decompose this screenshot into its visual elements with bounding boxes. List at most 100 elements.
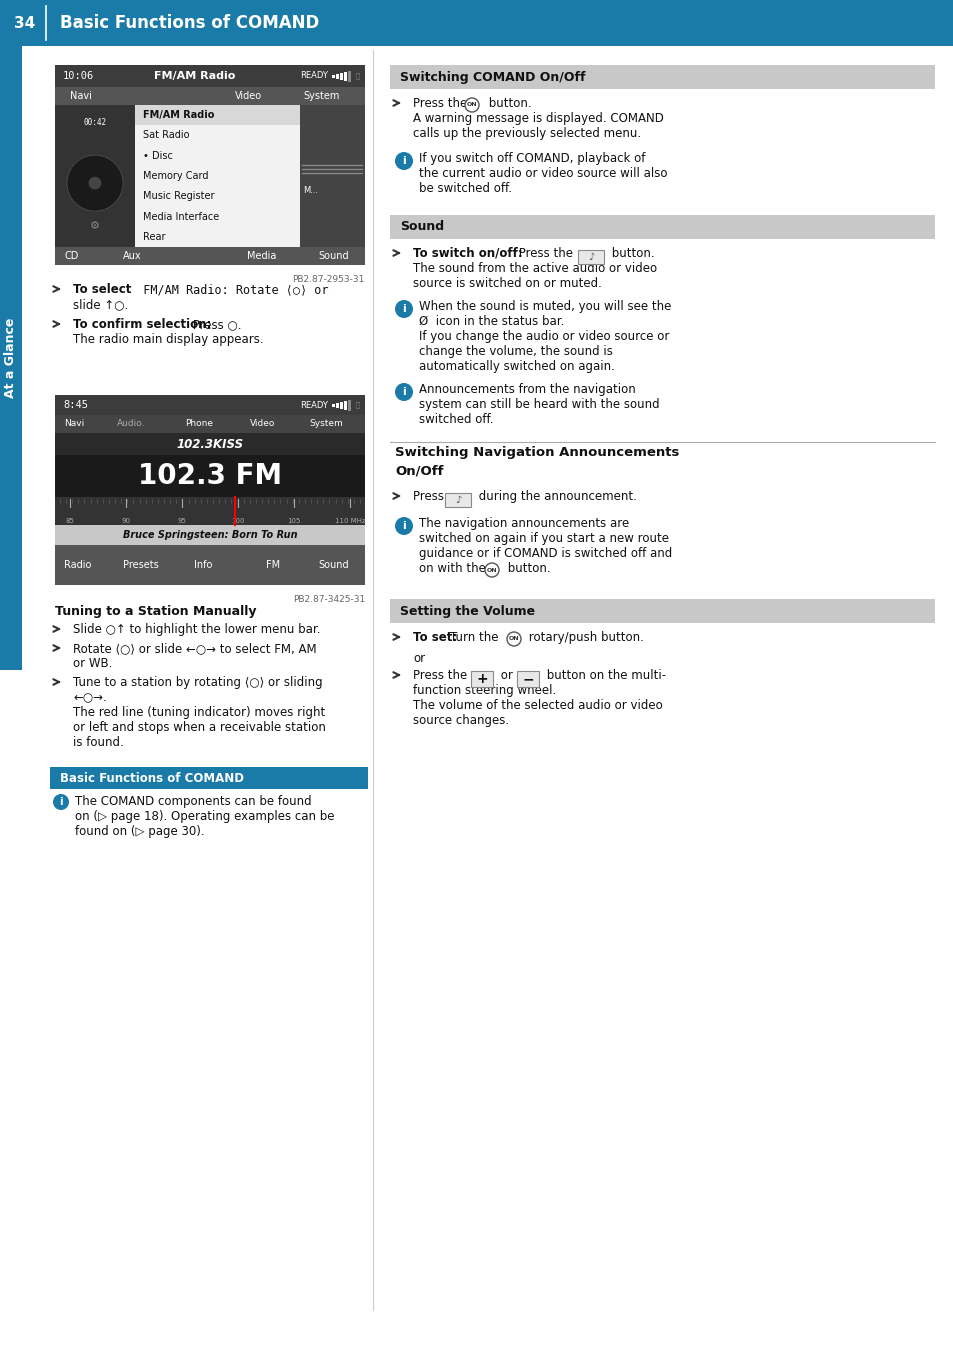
Circle shape [395,517,413,535]
Text: READY: READY [299,72,328,80]
Text: Sat Radio: Sat Radio [143,130,190,141]
Text: is found.: is found. [73,737,124,749]
Text: READY: READY [299,401,328,409]
Text: 8:45: 8:45 [63,399,88,410]
Bar [135,106,365,126]
Bar [339,73,343,80]
Text: The radio main display appears.: The radio main display appears. [73,333,263,347]
Text: Press the: Press the [515,246,577,260]
Text: Slide ○↑ to highlight the lower menu bar.: Slide ○↑ to highlight the lower menu bar… [73,623,320,636]
Bar [344,401,347,409]
Text: the current audio or video source will also: the current audio or video source will a… [418,167,667,180]
Text: 100: 100 [231,519,245,524]
Text: Ø  icon in the status bar.: Ø icon in the status bar. [418,315,564,328]
Text: slide ↑○.: slide ↑○. [73,298,128,311]
Text: 90: 90 [121,519,131,524]
Text: Media Interface: Media Interface [143,211,219,222]
Bar [55,455,365,497]
Text: ON: ON [486,567,497,573]
Text: Tune to a station by rotating ⟨○⟩ or sliding: Tune to a station by rotating ⟨○⟩ or sli… [73,676,322,689]
Bar [55,525,365,546]
Text: on (▷ page 18). Operating examples can be: on (▷ page 18). Operating examples can b… [75,810,335,823]
Circle shape [506,632,520,646]
Text: PB2.87-3425-31: PB2.87-3425-31 [293,594,365,604]
Text: Announcements from the navigation: Announcements from the navigation [418,383,635,395]
Circle shape [395,152,413,171]
Text: found on (▷ page 30).: found on (▷ page 30). [75,825,204,838]
Text: Aux: Aux [123,250,142,261]
Bar [55,497,365,525]
Text: 10:06: 10:06 [63,70,94,81]
Bar [55,106,135,246]
Bar [332,74,335,77]
Text: Memory Card: Memory Card [143,171,209,181]
Text: System: System [303,91,339,102]
Text: To select: To select [73,283,132,297]
Bar [55,414,365,433]
Bar [348,70,351,81]
Text: ⚙: ⚙ [90,221,100,230]
Bar [299,106,365,246]
Text: be switched off.: be switched off. [418,181,512,195]
Text: or: or [413,653,425,665]
Text: ON: ON [508,636,518,642]
Text: +: + [476,672,487,686]
Text: i: i [402,305,405,314]
Text: −: − [521,672,534,686]
Bar [339,402,343,409]
Text: The COMAND components can be found: The COMAND components can be found [75,795,312,808]
Bar [335,73,338,79]
Text: Navi: Navi [64,420,85,428]
Text: Switching COMAND On/Off: Switching COMAND On/Off [399,70,585,84]
Bar [348,399,351,410]
Text: Press: Press [413,490,447,502]
Bar [390,598,934,623]
Bar [344,72,347,80]
Text: On/Off: On/Off [395,464,443,478]
Text: ⚿: ⚿ [355,402,359,409]
Text: or left and stops when a receivable station: or left and stops when a receivable stat… [73,720,326,734]
Text: ♪: ♪ [455,496,460,505]
Text: Turn the: Turn the [450,631,501,645]
Text: The navigation announcements are: The navigation announcements are [418,517,629,529]
Text: or: or [497,669,517,682]
Text: calls up the previously selected menu.: calls up the previously selected menu. [413,127,640,139]
Text: button.: button. [484,97,531,110]
Text: Sound: Sound [318,250,349,261]
Bar [471,672,493,686]
Bar [517,672,538,686]
Text: system can still be heard with the sound: system can still be heard with the sound [418,398,659,412]
Text: Radio: Radio [64,561,91,570]
Circle shape [395,301,413,318]
Text: System: System [309,420,342,428]
Bar [578,250,603,264]
Text: FM: FM [266,561,279,570]
Bar [444,493,471,506]
Text: FM/AM Radio: FM/AM Radio [153,70,235,81]
Text: automatically switched on again.: automatically switched on again. [418,360,615,372]
Text: rotary/push button.: rotary/push button. [524,631,643,645]
Text: If you change the audio or video source or: If you change the audio or video source … [418,330,669,343]
Text: Presets: Presets [123,561,159,570]
Text: To set:: To set: [413,631,461,645]
Text: change the volume, the sound is: change the volume, the sound is [418,345,612,357]
Text: guidance or if COMAND is switched off and: guidance or if COMAND is switched off an… [418,547,672,561]
Circle shape [484,563,498,577]
Text: FM/AM Radio: FM/AM Radio [143,110,214,121]
Text: 00:42: 00:42 [83,118,107,126]
Bar [135,106,365,246]
Bar [55,395,365,585]
Text: button.: button. [503,562,550,575]
Bar [390,65,934,89]
Bar [390,215,934,240]
Text: Video: Video [234,91,262,102]
Text: ⚿: ⚿ [355,73,359,80]
Bar [55,65,365,265]
Text: source is switched on or muted.: source is switched on or muted. [413,278,601,290]
Circle shape [89,177,101,190]
Bar [335,402,338,408]
Text: Audio.: Audio. [117,420,146,428]
Text: To switch on/off:: To switch on/off: [413,246,522,260]
Text: source changes.: source changes. [413,714,509,727]
Bar [55,246,365,265]
